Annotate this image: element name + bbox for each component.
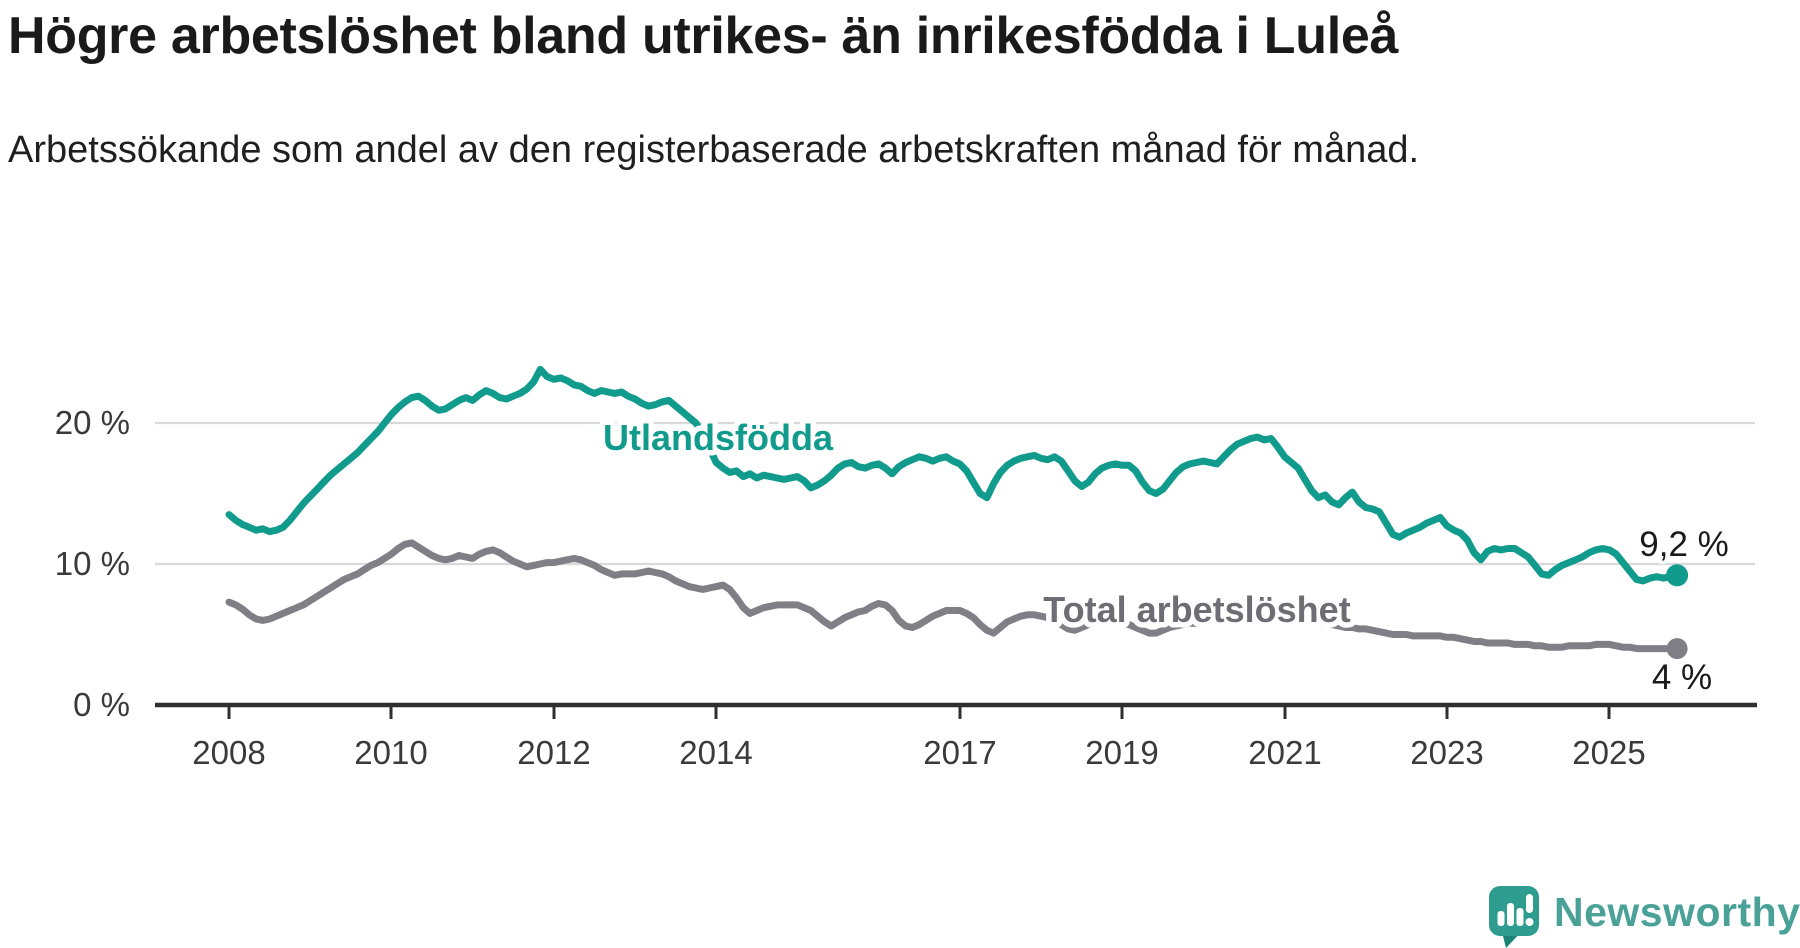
y-label-20: 20 % <box>55 404 130 441</box>
end-label-utlandsfodda: 9,2 % <box>1639 525 1729 564</box>
y-label-10: 10 % <box>55 545 130 582</box>
series-label-utlandsfodda: Utlandsfödda <box>603 417 834 458</box>
logo-bar-3 <box>1516 908 1524 926</box>
y-label-0: 0 % <box>73 686 130 723</box>
logo-exclamation-dot <box>1525 918 1534 926</box>
x-label-2010: 2010 <box>354 734 427 771</box>
line-total-arbetsloshet <box>225 539 1681 653</box>
x-label-2008: 2008 <box>192 734 265 771</box>
newsworthy-logo: Newsworthy <box>1489 886 1800 948</box>
series-label-total-arbetsloshet: Total arbetslöshet <box>1043 589 1350 630</box>
end-dot-utlandsfodda <box>1666 564 1689 587</box>
logo-exclamation-bar <box>1526 894 1533 913</box>
y-axis-labels: 0 % 10 % 20 % <box>55 404 130 723</box>
line-utlandsfodda <box>225 365 1681 585</box>
x-axis: 2008 2010 2012 2014 2017 2019 2021 2023 … <box>155 702 1757 771</box>
x-axis-labels: 2008 2010 2012 2014 2017 2019 2021 2023 … <box>192 734 1645 771</box>
logo-barchart-icon <box>1497 894 1534 926</box>
x-label-2017: 2017 <box>923 734 996 771</box>
end-label-total: 4 % <box>1652 658 1712 697</box>
chart-subtitle: Arbetssökande som andel av den registerb… <box>8 129 1420 171</box>
end-dot-total <box>1666 638 1688 660</box>
x-label-2012: 2012 <box>517 734 590 771</box>
logo-bar-1 <box>1497 911 1505 926</box>
newsworthy-wordmark: Newsworthy <box>1554 889 1800 935</box>
x-label-2021: 2021 <box>1248 734 1321 771</box>
x-label-2025: 2025 <box>1572 734 1645 771</box>
logo-bar-2 <box>1507 903 1514 926</box>
x-label-2014: 2014 <box>679 734 752 771</box>
x-label-2019: 2019 <box>1085 734 1158 771</box>
x-axis-ticks <box>227 705 1611 719</box>
x-label-2023: 2023 <box>1410 734 1483 771</box>
gridlines <box>155 421 1755 566</box>
chart-title: Högre arbetslöshet bland utrikes- än inr… <box>8 7 1399 65</box>
